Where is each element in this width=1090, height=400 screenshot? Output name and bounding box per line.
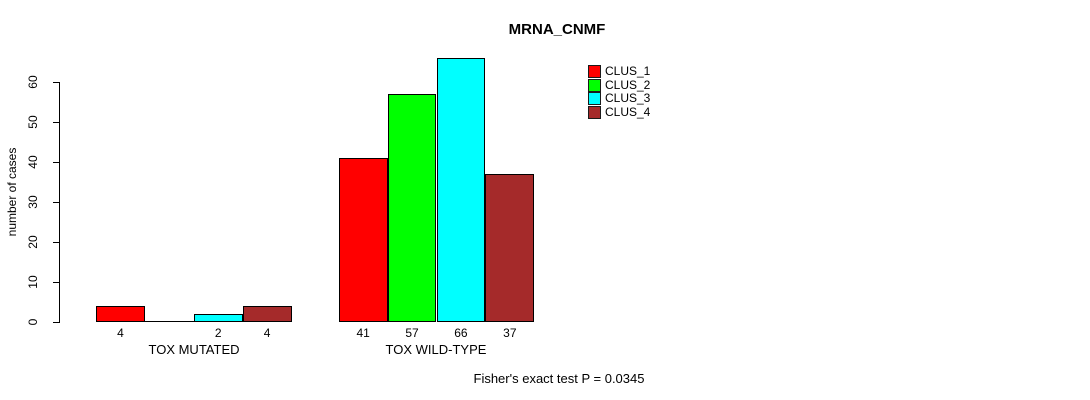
y-axis-tick: [53, 122, 60, 123]
bar-value-label-clus-3-tox-wild-type: 66: [454, 326, 468, 340]
legend-label-clus-3: CLUS_3: [605, 91, 651, 106]
bar-clus-4-tox-mutated: [242, 306, 292, 322]
legend-label-clus-2: CLUS_2: [605, 77, 651, 92]
bar-value-label-clus-3-tox-mutated: 2: [214, 326, 222, 340]
y-tick-label: 20: [26, 235, 40, 249]
y-axis-tick: [53, 82, 60, 83]
bar-clus-1-tox-mutated: [96, 306, 145, 322]
chart-title: MRNA_CNMF: [508, 21, 606, 38]
bar-value-label-clus-4-tox-mutated: 4: [263, 326, 271, 340]
y-axis-tick: [53, 242, 60, 243]
legend-swatch-clus-2: [588, 78, 601, 92]
legend: CLUS_1 CLUS_2 CLUS_3 CLUS_4: [588, 65, 650, 119]
y-axis-tick: [53, 202, 60, 203]
x-category-label-tox-mutated: TOX MUTATED: [148, 342, 240, 357]
y-tick-label: 10: [26, 275, 40, 289]
bar-value-label-clus-2-tox-wild-type: 57: [405, 326, 419, 340]
bar-clus-2-tox-wild-type: [387, 94, 437, 322]
legend-swatch-clus-1: [588, 65, 601, 79]
y-tick-label: 40: [26, 155, 40, 169]
y-axis-tick: [53, 162, 60, 163]
y-axis-tick: [53, 282, 60, 283]
y-tick-label: 0: [26, 318, 40, 326]
bar-value-label-clus-4-tox-wild-type: 37: [503, 326, 517, 340]
statistical-test-annotation: Fisher's exact test P = 0.0345: [473, 371, 645, 386]
legend-item-clus-1: CLUS_1: [588, 65, 650, 79]
legend-item-clus-3: CLUS_3: [588, 92, 650, 106]
bar-clus-4-tox-wild-type: [485, 174, 535, 322]
legend-swatch-clus-4: [588, 105, 601, 119]
bar-value-label-clus-1-tox-wild-type: 41: [356, 326, 370, 340]
y-axis-tick: [53, 322, 60, 323]
y-tick-label: 30: [26, 195, 40, 209]
legend-label-clus-4: CLUS_4: [605, 104, 651, 119]
zero-height-bar-clus-2-tox-mutated: [144, 321, 194, 322]
y-tick-label: 60: [26, 75, 40, 89]
bar-clus-3-tox-wild-type: [436, 58, 486, 322]
x-category-label-tox-wild-type: TOX WILD-TYPE: [385, 342, 487, 357]
y-tick-label: 50: [26, 115, 40, 129]
legend-label-clus-1: CLUS_1: [605, 64, 651, 79]
bar-clus-3-tox-mutated: [193, 314, 243, 322]
legend-swatch-clus-3: [588, 92, 601, 106]
bar-value-label-clus-1-tox-mutated: 4: [117, 326, 124, 340]
bar-clus-1-tox-wild-type: [338, 158, 388, 322]
legend-item-clus-4: CLUS_4: [588, 104, 651, 120]
legend-item-clus-2: CLUS_2: [588, 77, 651, 93]
y-axis-label: number of cases: [5, 147, 19, 237]
